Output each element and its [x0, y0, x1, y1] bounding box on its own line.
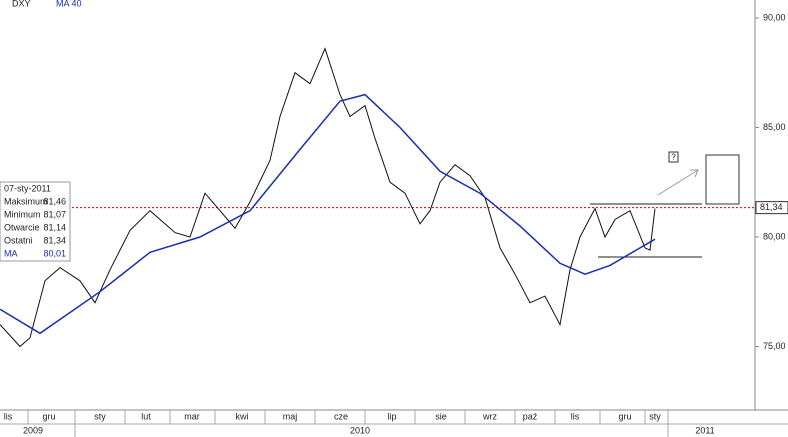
- y-tick-label: 80,00: [763, 231, 786, 241]
- year-label: 2010: [350, 425, 370, 435]
- info-value: 81,14: [43, 222, 66, 232]
- info-value: 81,46: [43, 196, 66, 206]
- x-tick-label: sty: [649, 411, 661, 421]
- question: ?: [671, 153, 676, 162]
- header-indicator: MA 40: [56, 0, 82, 8]
- x-tick-label: gru: [42, 411, 55, 421]
- info-value: 81,34: [43, 235, 66, 245]
- info-value: 80,01: [43, 248, 66, 258]
- arrow: [657, 169, 699, 196]
- x-tick-label: sty: [94, 411, 106, 421]
- series-line: [0, 47, 656, 348]
- x-tick-label: lut: [141, 411, 151, 421]
- y-tick-label: 85,00: [763, 122, 786, 132]
- x-tick-label: maj: [283, 411, 298, 421]
- last-value-label: 81,34: [760, 202, 783, 212]
- info-label: Minimum: [4, 209, 41, 219]
- target-box: [705, 154, 740, 205]
- year-label: 2009: [23, 425, 43, 435]
- header-symbol: DXY: [12, 0, 31, 8]
- last-value-box: [755, 201, 788, 215]
- x-tick-label: mar: [184, 411, 200, 421]
- info-box: [0, 181, 71, 262]
- x-tick-label: wrz: [482, 411, 497, 421]
- info-value: 81,07: [43, 209, 66, 219]
- arrow-head: [690, 169, 699, 178]
- info-label: MA: [4, 248, 18, 258]
- x-tick-label: paź: [523, 411, 538, 421]
- question-box: [668, 151, 679, 163]
- info-label: Otwarcie: [4, 222, 40, 232]
- x-tick-label: kwi: [236, 411, 249, 421]
- year-label: 2011: [695, 425, 714, 435]
- x-tick-label: gru: [618, 411, 631, 421]
- info-label: Maksimum: [4, 196, 48, 206]
- x-tick-label: lis: [571, 411, 580, 421]
- x-tick-label: lis: [4, 411, 13, 421]
- series-line: [0, 93, 656, 335]
- y-tick-label: 90,00: [763, 12, 786, 22]
- x-tick-label: cze: [334, 411, 348, 421]
- info-label: Ostatni: [4, 235, 33, 245]
- y-tick-label: 75,00: [763, 341, 786, 351]
- x-tick-label: lip: [387, 411, 396, 421]
- x-tick-label: sie: [435, 411, 447, 421]
- info-date: 07-sty-2011: [4, 183, 51, 193]
